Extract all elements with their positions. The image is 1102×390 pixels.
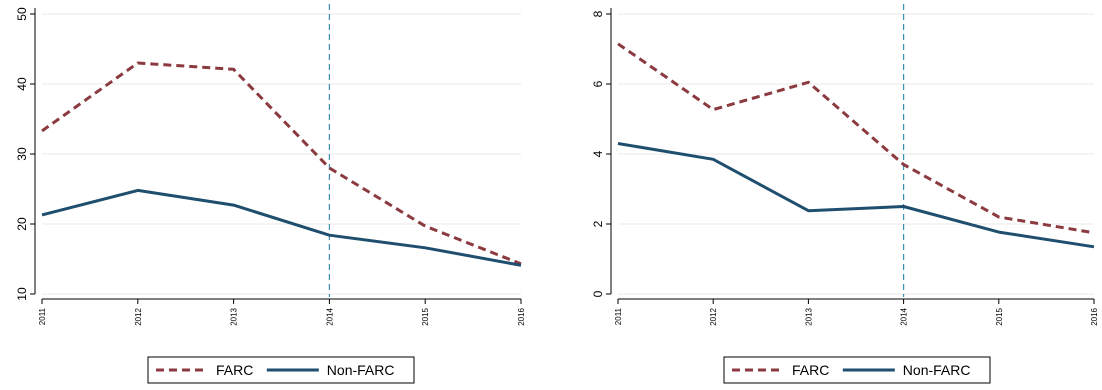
x-tick-label: 2011 [614,307,623,325]
chart-panel-2: 0 2 4 6 8 2011 2012 2013 2014 2015 2016 FARC Non-FAR… [591,4,1099,383]
x-tick-label: 2014 [900,307,909,325]
legend-label-farc: FARC [792,362,829,378]
legend: FARC Non-FARC [148,357,414,383]
x-tick-label: 2012 [709,307,718,325]
y-tick-label: 30 [15,147,29,161]
x-tick-label: 2011 [38,307,47,325]
y-tick-label: 20 [15,217,29,231]
legend: FARC Non-FARC [724,357,990,383]
x-tick-label: 2015 [995,307,1004,325]
x-tick-label: 2013 [230,307,239,325]
chart-panel-1: 10 20 30 40 50 2011 2012 2013 2014 2015 2016 FARC No… [15,4,526,383]
x-tick-label: 2013 [804,307,813,325]
x-tick-label: 2016 [517,307,526,325]
legend-label-non-farc: Non-FARC [903,362,971,378]
y-tick-label: 8 [591,10,605,17]
y-tick-label: 2 [591,220,605,227]
legend-label-farc: FARC [216,362,253,378]
series-line-farc [618,44,1094,233]
legend-label-non-farc: Non-FARC [327,362,395,378]
series-line-non-farc [42,190,521,265]
x-tick-label: 2016 [1090,307,1099,325]
series-line-non-farc [618,144,1094,247]
y-tick-label: 4 [591,150,605,157]
y-tick-label: 50 [15,7,29,21]
y-tick-label: 6 [591,80,605,87]
x-tick-label: 2014 [325,307,334,325]
series-line-farc [42,63,521,264]
y-tick-label: 40 [15,77,29,91]
y-tick-label: 10 [15,287,29,301]
x-tick-label: 2012 [134,307,143,325]
y-tick-label: 0 [591,290,605,297]
x-tick-label: 2015 [421,307,430,325]
